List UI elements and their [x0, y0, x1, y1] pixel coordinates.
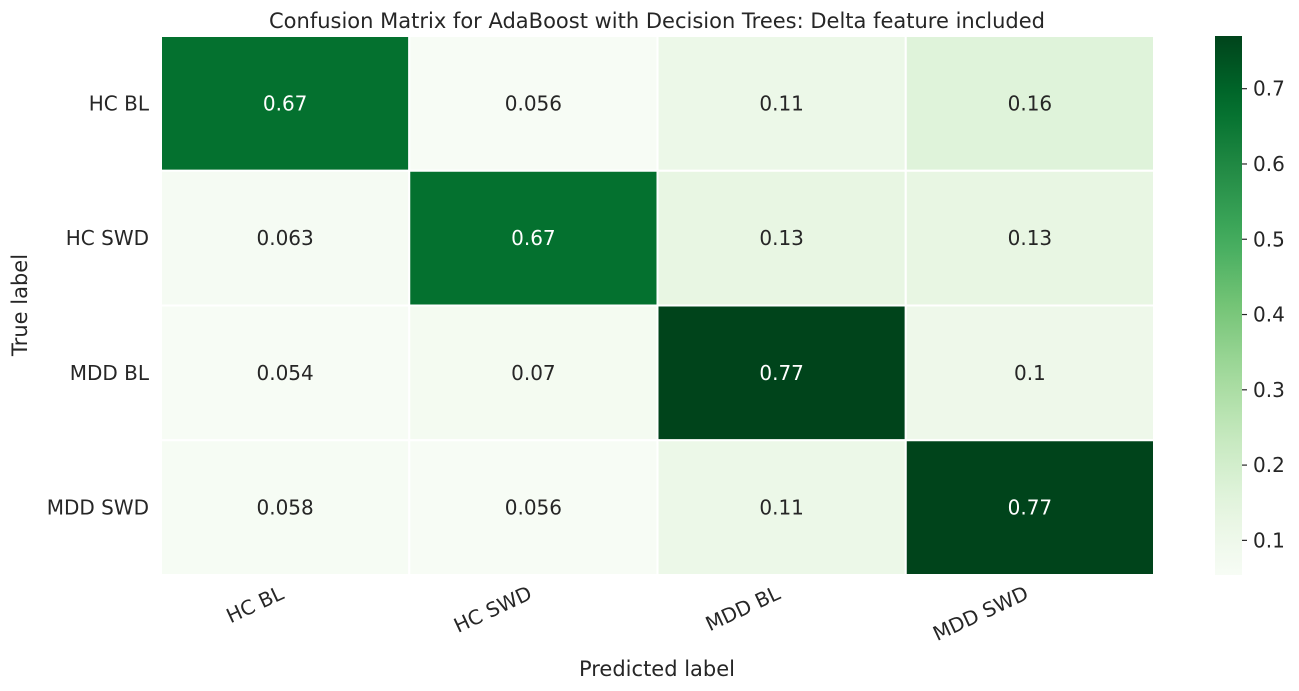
colorbar-tick-label: 0.2 [1253, 453, 1285, 477]
heatmap-cell [656, 35, 907, 172]
heatmap-cell [904, 169, 1155, 307]
colorbar-tick-label: 0.5 [1253, 227, 1285, 251]
cell-value-label: 0.13 [1008, 226, 1053, 250]
cell-value-label: 0.1 [1014, 361, 1046, 385]
colorbar: 0.1 0.2 0.3 0.4 0.5 0.6 0.7 [1215, 36, 1285, 575]
heatmap-cell [160, 169, 411, 307]
y-tick-labels: HC BL HC SWD MDD BL MDD SWD [47, 91, 150, 519]
cell-value-label: 0.063 [256, 226, 313, 250]
colorbar-tick-label: 0.4 [1253, 303, 1285, 327]
y-tick-label: HC SWD [66, 226, 149, 250]
x-axis-label: Predicted label [579, 657, 735, 681]
cell-value-label: 0.77 [759, 361, 804, 385]
cell-value-label: 0.056 [505, 91, 562, 115]
x-tick-label: HC SWD [450, 581, 536, 638]
heatmap-cell [408, 169, 659, 307]
x-tick-label: HC BL [223, 580, 289, 628]
cell-value-label: 0.67 [511, 226, 556, 250]
heatmap-cell [656, 439, 907, 576]
cell-value-label: 0.056 [505, 496, 562, 520]
colorbar-gradient [1215, 36, 1242, 575]
cell-value-label: 0.11 [759, 91, 804, 115]
colorbar-tick-label: 0.7 [1253, 77, 1285, 101]
cell-value-label: 0.11 [759, 496, 804, 520]
cell-value-label: 0.13 [759, 226, 804, 250]
heatmap-value-labels: 0.67 0.056 0.11 0.16 0.063 0.67 0.13 0.13 0.054 0… [256, 91, 1052, 519]
heatmap-cell [408, 304, 659, 442]
heatmap-cell [408, 35, 659, 172]
heatmap-cell [408, 439, 659, 576]
heatmap-cell [904, 439, 1155, 576]
cell-value-label: 0.058 [256, 496, 313, 520]
heatmap-cell [904, 35, 1155, 172]
heatmap-cell [160, 35, 411, 172]
heatmap-cells [160, 35, 1155, 576]
cell-value-label: 0.07 [511, 361, 556, 385]
colorbar-tick-label: 0.6 [1253, 152, 1285, 176]
x-tick-label: MDD BL [702, 580, 785, 636]
y-axis-label: True label [8, 254, 32, 357]
heatmap-cell [904, 304, 1155, 442]
colorbar-tick-label: 0.1 [1253, 528, 1285, 552]
chart-title: Confusion Matrix for AdaBoost with Decis… [269, 9, 1045, 33]
heatmap-cell [160, 439, 411, 576]
y-tick-label: HC BL [89, 91, 150, 115]
x-tick-labels: HC BL HC SWD MDD BL MDD SWD [223, 580, 1032, 645]
y-tick-label: MDD SWD [47, 496, 149, 520]
cell-value-label: 0.16 [1008, 91, 1053, 115]
colorbar-tick-label: 0.3 [1253, 378, 1285, 402]
cell-value-label: 0.77 [1008, 496, 1053, 520]
x-tick-label: MDD SWD [929, 581, 1032, 646]
cell-value-label: 0.67 [263, 91, 308, 115]
cell-value-label: 0.054 [256, 361, 313, 385]
y-tick-label: MDD BL [70, 361, 150, 385]
